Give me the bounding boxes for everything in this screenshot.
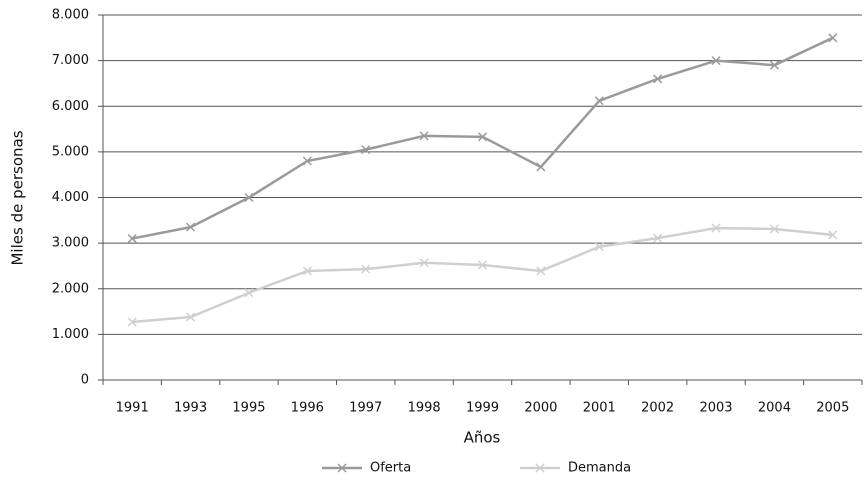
x-tick-label: 1993 — [174, 401, 207, 416]
x-tick-label: 2000 — [524, 401, 557, 416]
data-line — [132, 226, 833, 324]
y-tick-label: 5.000 — [52, 144, 89, 159]
data-point — [536, 266, 546, 276]
data-point — [361, 264, 371, 274]
x-tick-label: 1995 — [232, 401, 265, 416]
data-point — [244, 192, 254, 203]
y-tick-label: 7.000 — [52, 53, 89, 68]
data-point — [711, 56, 721, 66]
data-point — [828, 230, 838, 240]
x-tick-label: 1998 — [408, 401, 441, 416]
x-tick-label: 2005 — [816, 401, 849, 416]
y-axis-label: Miles de personas — [9, 130, 27, 265]
data-point — [769, 60, 779, 70]
x-tick-label: 1996 — [291, 401, 324, 416]
y-tick-label: 3.000 — [52, 236, 89, 251]
data-point — [594, 96, 604, 106]
data-point — [361, 145, 371, 155]
data-point — [419, 258, 429, 268]
x-tick-label: 1999 — [466, 401, 499, 416]
data-point — [419, 131, 429, 141]
data-point — [127, 317, 137, 327]
data-point — [711, 223, 721, 233]
y-tick-label: 1.000 — [52, 327, 89, 342]
legend-label: Oferta — [370, 461, 411, 476]
data-line — [131, 36, 834, 240]
data-point — [186, 312, 196, 322]
data-point — [302, 266, 312, 276]
legend-label: Demanda — [568, 461, 631, 476]
data-point — [653, 74, 663, 84]
x-tick-label: 2001 — [583, 401, 616, 416]
data-point — [536, 162, 546, 172]
y-tick-label: 2.000 — [52, 281, 89, 296]
data-point — [302, 156, 312, 166]
data-point — [477, 260, 488, 270]
data-point — [244, 288, 254, 298]
data-point — [477, 132, 488, 142]
data-point — [653, 233, 663, 243]
y-tick-label: 0 — [81, 373, 89, 388]
y-tick-label: 6.000 — [52, 99, 89, 114]
x-axis-label: Años — [464, 429, 501, 447]
x-tick-label: 2004 — [758, 401, 791, 416]
y-tick-label: 8.000 — [52, 8, 89, 23]
legend-marker — [337, 463, 347, 473]
x-tick-label: 1997 — [349, 401, 382, 416]
data-point — [127, 234, 137, 244]
data-point — [594, 242, 604, 252]
data-point — [769, 224, 779, 234]
data-point — [186, 222, 196, 232]
x-tick-label: 2003 — [699, 401, 732, 416]
x-tick-label: 2002 — [641, 401, 674, 416]
x-tick-label: 1991 — [116, 401, 149, 416]
data-point — [828, 33, 838, 43]
legend-marker — [535, 463, 545, 473]
y-tick-label: 4.000 — [52, 190, 89, 205]
